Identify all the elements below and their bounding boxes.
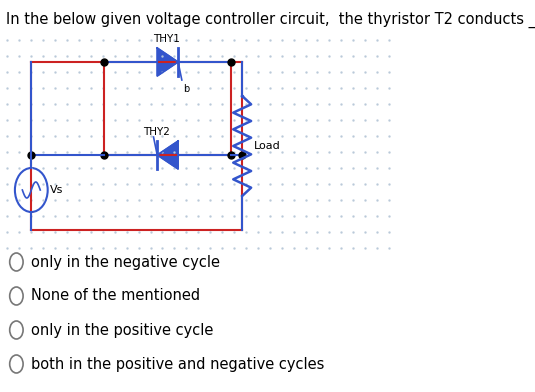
Text: b: b [184,84,189,94]
Polygon shape [157,48,178,76]
Text: In the below given voltage controller circuit,  the thyristor T2 conducts ___: In the below given voltage controller ci… [6,12,535,28]
Text: None of the mentioned: None of the mentioned [30,289,200,303]
Polygon shape [157,141,178,169]
Text: THY1: THY1 [152,34,180,44]
Text: both in the positive and negative cycles: both in the positive and negative cycles [30,356,324,372]
Text: only in the negative cycle: only in the negative cycle [30,254,219,270]
Text: only in the positive cycle: only in the positive cycle [30,323,213,338]
Text: THY2: THY2 [143,127,170,137]
Text: Vs: Vs [50,185,63,195]
Text: Load: Load [254,141,281,151]
